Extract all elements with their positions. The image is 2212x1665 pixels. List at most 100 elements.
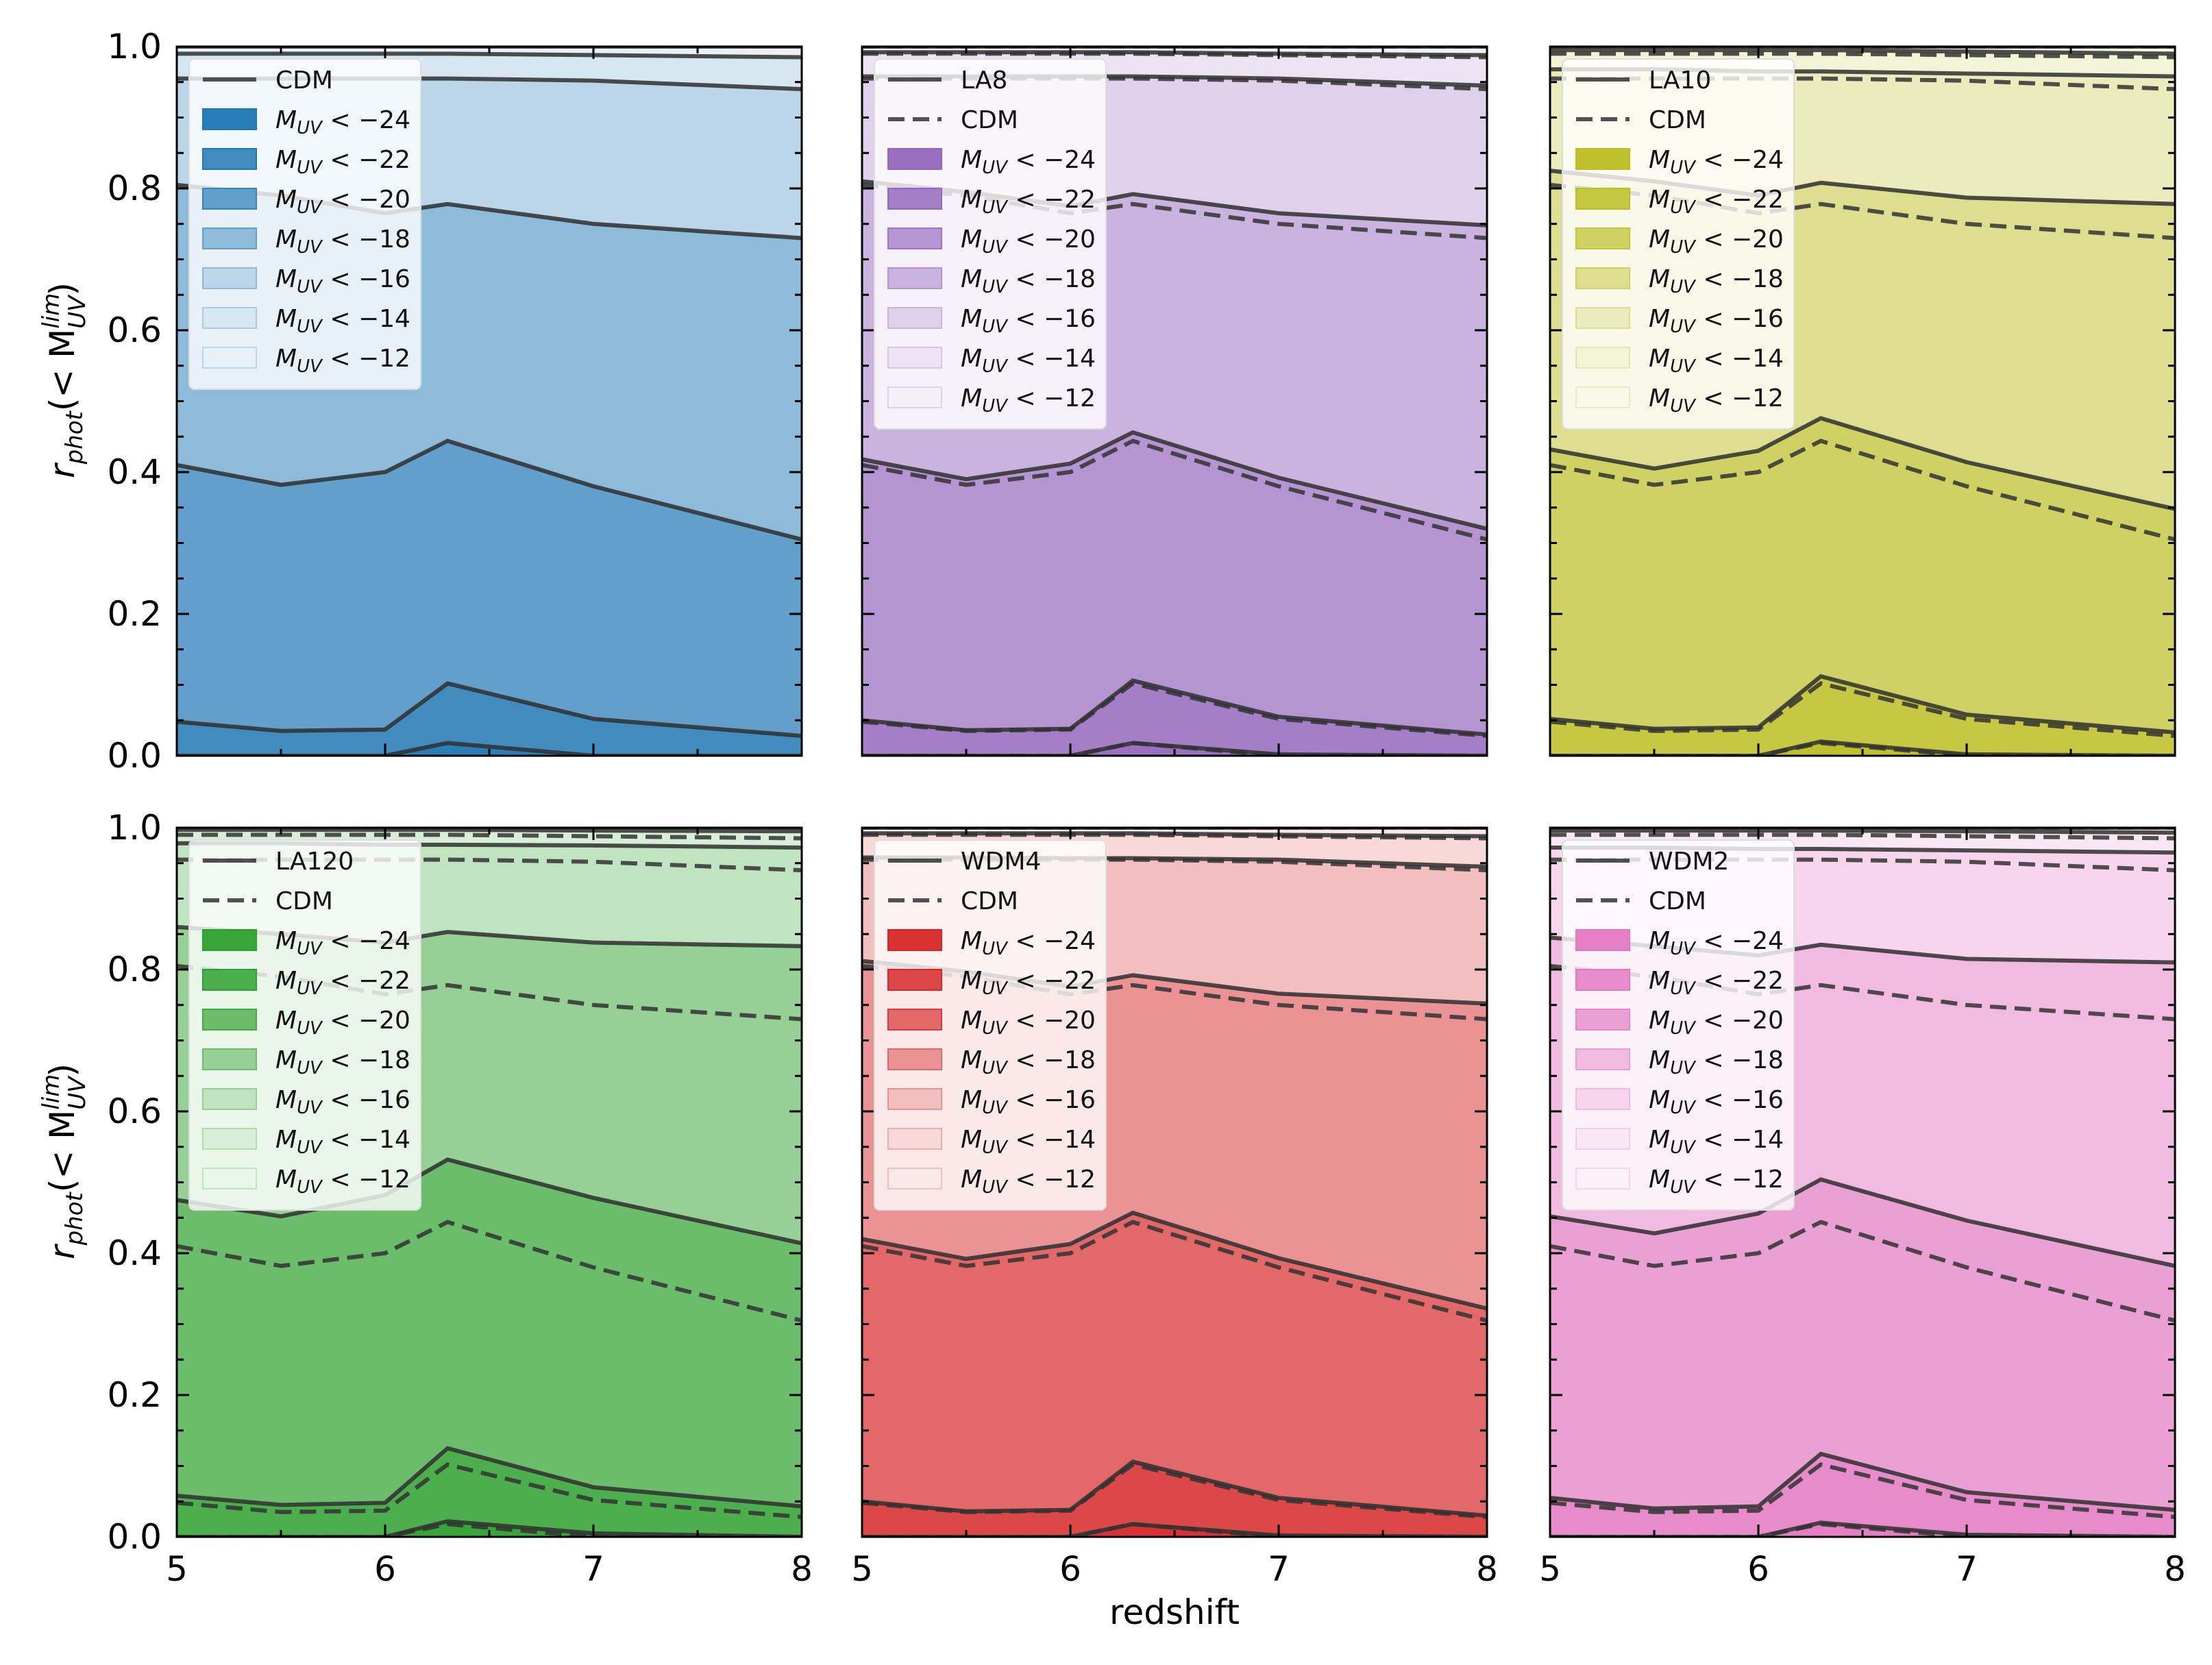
legend-label: MUV < −12: [275, 345, 410, 377]
panel-la120: 5 6 7 8 0.0 0.2 0.4 0.6 0.8 1.0 LA120 CDM MUV < −24 M…: [107, 808, 812, 1589]
legend-entry: MUV < −22: [1575, 186, 1784, 218]
legend-label: CDM: [1649, 887, 1706, 915]
band-1: [177, 683, 802, 756]
legend-entry: MUV < −14: [1575, 345, 1784, 377]
x-axis-label: redshift: [1109, 1592, 1240, 1632]
y-tick-label: 0.6: [107, 310, 162, 350]
legend-entry: MUV < −24: [1575, 927, 1784, 959]
svg-text:rphot(< MlimUV): rphot(< MlimUV): [38, 282, 91, 478]
legend-entry: LA8: [888, 66, 1007, 95]
band-0: [177, 1521, 802, 1537]
panel-la8: LA8 CDM MUV < −24 MUV < −22 MUV < −20 MUV < −…: [861, 45, 1488, 757]
legend-label: MUV < −12: [961, 384, 1096, 417]
legend-label: MUV < −20: [1649, 225, 1784, 258]
legend-entry: MUV < −16: [1575, 305, 1784, 337]
legend-label: LA8: [961, 66, 1007, 95]
legend-entry: MUV < −20: [1575, 225, 1784, 258]
legend-entry: MUV < −16: [887, 305, 1096, 337]
legend: LA8 CDM MUV < −24 MUV < −22 MUV < −20 MUV < −…: [874, 58, 1107, 430]
legend-label: MUV < −18: [961, 265, 1096, 297]
model-line-2: [177, 439, 802, 542]
legend-entry: MUV < −20: [202, 1007, 410, 1039]
x-tick-label: 5: [166, 1549, 188, 1589]
svg-text:rphot(< MlimUV): rphot(< MlimUV): [38, 1063, 91, 1259]
ticks: [861, 826, 1488, 1538]
x-tick-label: 6: [1747, 1549, 1769, 1589]
legend-label: MUV < −22: [1649, 967, 1784, 999]
band-2: [177, 441, 802, 737]
legend-label: MUV < −14: [1649, 1126, 1784, 1158]
legend-entry: CDM: [888, 887, 1018, 915]
legend-label: MUV < −12: [1649, 384, 1784, 417]
y-tick-label: 1.0: [107, 27, 162, 66]
legend-label: CDM: [275, 66, 333, 95]
legend: LA120 CDM MUV < −24 MUV < −22 MUV < −20 MUV <…: [188, 839, 421, 1211]
legend-label: LA120: [275, 848, 354, 876]
band-2: [862, 432, 1487, 735]
legend-entry: MUV < −12: [887, 384, 1096, 417]
cdm-line-2: [862, 439, 1487, 542]
legend-entry: MUV < −12: [202, 1166, 410, 1198]
legend-label: MUV < −18: [961, 1046, 1096, 1078]
x-tick-label: 6: [1059, 1549, 1081, 1589]
band-1: [177, 1448, 802, 1537]
legend-label: MUV < −16: [1649, 305, 1784, 337]
legend-label: MUV < −16: [275, 265, 410, 297]
legend-label: MUV < −12: [1649, 1166, 1784, 1198]
legend-label: MUV < −14: [1649, 345, 1784, 377]
legend-entry: MUV < −18: [887, 265, 1096, 297]
legend-entry: MUV < −14: [1575, 1126, 1784, 1158]
band-2: [1550, 418, 2175, 732]
cdm-line-2: [1550, 439, 2175, 542]
legend-entry: MUV < −12: [887, 1166, 1096, 1198]
legend-entry: MUV < −22: [202, 967, 410, 999]
legend-label: MUV < −18: [275, 225, 410, 258]
legend-entry: MUV < −18: [202, 225, 410, 258]
cdm-line-2: [862, 1220, 1487, 1323]
legend-entry: CDM: [203, 887, 333, 915]
legend-label: LA10: [1649, 66, 1711, 95]
legend-label: CDM: [1649, 106, 1706, 134]
cdm-line-5: [177, 832, 802, 841]
legend: WDM2 CDM MUV < −24 MUV < −22 MUV < −20 MUV < …: [1562, 839, 1795, 1211]
legend-entry: CDM: [203, 66, 333, 95]
x-tick-label: 8: [791, 1549, 813, 1589]
model-line-5: [1550, 828, 2175, 835]
legend-label: MUV < −24: [961, 927, 1096, 959]
model-line-1: [177, 681, 802, 739]
cdm-line-1: [1550, 1462, 2175, 1520]
model-line-2: [862, 1210, 1487, 1311]
x-tick-label: 7: [582, 1549, 604, 1589]
y-axis-label-top: rphot(< MlimUV): [38, 282, 91, 478]
legend-entry: MUV < −24: [202, 927, 410, 959]
model-line-0: [177, 741, 802, 756]
band-2: [862, 1213, 1487, 1516]
legend-label: MUV < −22: [275, 967, 410, 999]
y-tick-label: 0.6: [107, 1092, 162, 1131]
legend-label: MUV < −16: [275, 1086, 410, 1118]
panels: 0.0 0.2 0.4 0.6 0.8 1.0 CDM MUV < −24 MUV < −22 M…: [107, 27, 2185, 1589]
legend-label: MUV < −24: [1649, 146, 1784, 178]
legend-entry: MUV < −16: [887, 1086, 1096, 1118]
y-tick-label: 0.2: [107, 1375, 162, 1415]
model-line-5: [177, 828, 802, 834]
legend-label: MUV < −16: [961, 1086, 1096, 1118]
model-line-2: [1550, 416, 2175, 511]
y-tick-label: 0.0: [107, 1517, 162, 1557]
legend-entry: MUV < −20: [1575, 1007, 1784, 1039]
legend-entry: MUV < −14: [202, 1126, 410, 1158]
y-tick-label: 0.2: [107, 594, 162, 634]
band-1: [862, 680, 1487, 756]
legend-label: MUV < −20: [961, 225, 1096, 258]
model-line-2: [862, 430, 1487, 531]
y-tick-label: 0.8: [107, 950, 162, 989]
legend-entry: MUV < −20: [887, 225, 1096, 258]
legend-label: MUV < −16: [1649, 1086, 1784, 1118]
legend-label: MUV < −18: [1649, 1046, 1784, 1078]
band-2: [177, 1159, 802, 1507]
ticks: [1549, 45, 2176, 757]
legend-label: MUV < −16: [961, 305, 1096, 337]
legend-label: MUV < −20: [275, 186, 410, 218]
legend-label: MUV < −22: [1649, 186, 1784, 218]
